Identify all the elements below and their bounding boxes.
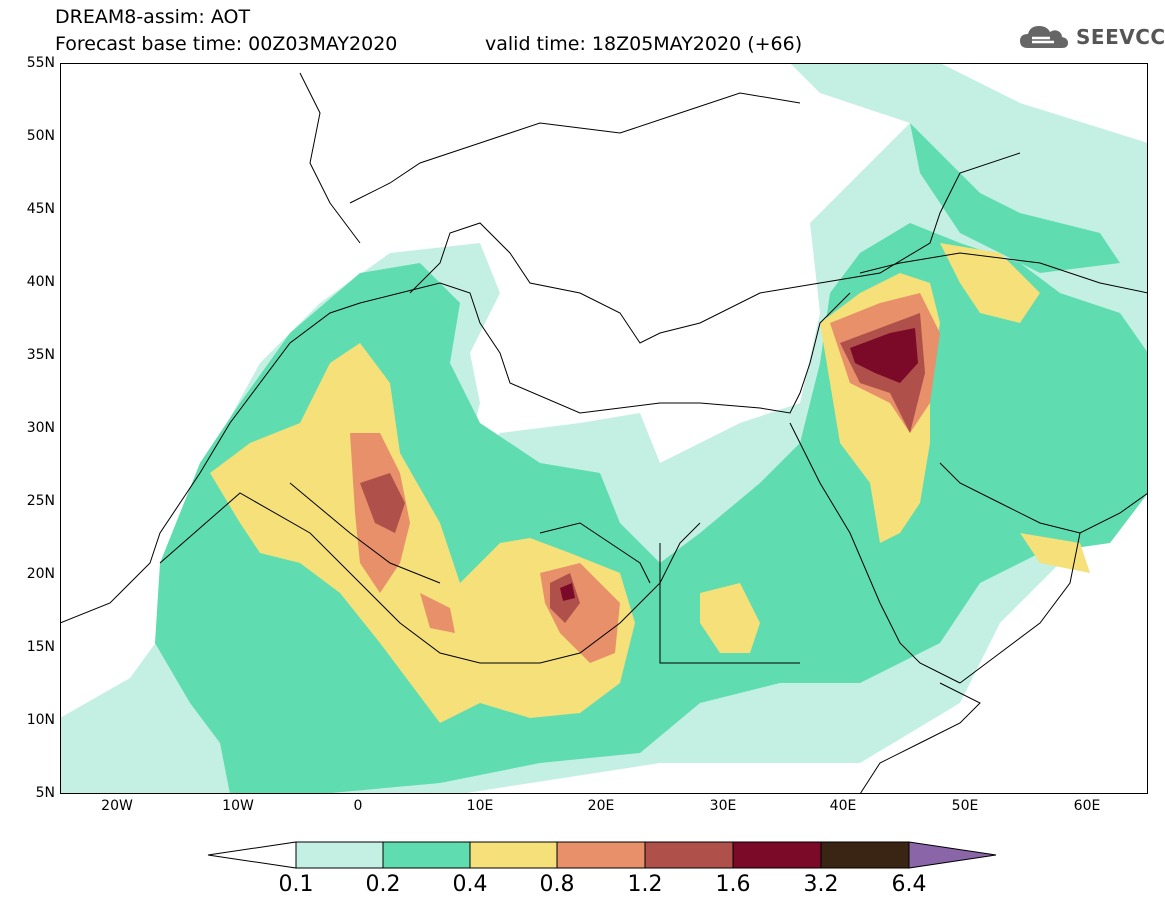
valid-time: valid time: 18Z05MAY2020 (+66) (485, 33, 803, 55)
map-title: DREAM8-assim: AOT (55, 6, 251, 28)
lon-tick: 30E (709, 798, 737, 814)
lon-tick: 20W (101, 798, 133, 814)
lat-tick: 5N (35, 785, 55, 801)
colorbar-swatch (295, 841, 384, 869)
lat-tick: 55N (26, 55, 55, 71)
lon-tick: 60E (1073, 798, 1101, 814)
lat-tick: 35N (26, 347, 55, 363)
lon-tick: 50E (951, 798, 979, 814)
forecast-base-time: Forecast base time: 00Z03MAY2020 (55, 33, 398, 55)
lon-tick: 0 (353, 798, 363, 814)
lat-tick: 50N (26, 128, 55, 144)
lat-tick: 30N (26, 420, 55, 436)
map-canvas (59, 63, 1149, 795)
colorbar-label: 0.2 (365, 872, 401, 897)
aot-map (59, 63, 1149, 795)
colorbar-swatch (820, 841, 910, 869)
colorbar-label: 0.8 (539, 872, 575, 897)
lon-tick: 40E (829, 798, 857, 814)
colorbar-label: 1.2 (627, 872, 663, 897)
colorbar-low-arrow (207, 841, 297, 869)
colorbar-swatch (732, 841, 822, 869)
colorbar-label: 6.4 (891, 872, 927, 897)
colorbar-swatch (644, 841, 734, 869)
colorbar-label: 0.4 (452, 872, 488, 897)
colorbar (207, 841, 997, 869)
lon-tick: 10W (222, 798, 254, 814)
lat-tick: 40N (26, 274, 55, 290)
lat-tick: 10N (26, 712, 55, 728)
brand-text: SEEVCCC (1076, 25, 1165, 49)
lat-tick: 20N (26, 566, 55, 582)
coastlines (59, 72, 1149, 795)
colorbar-label: 0.1 (278, 872, 314, 897)
cloud-icon (1020, 26, 1068, 48)
colorbar-label: 1.6 (715, 872, 751, 897)
colorbar-swatch (382, 841, 471, 869)
lat-tick: 15N (26, 639, 55, 655)
lat-tick: 45N (26, 201, 55, 217)
lon-tick: 20E (587, 798, 615, 814)
colorbar-high-arrow (908, 841, 997, 869)
colorbar-swatch (469, 841, 558, 869)
seevccc-logo: SEEVCCC (1018, 22, 1165, 52)
lat-tick: 25N (26, 493, 55, 509)
lon-tick: 10E (466, 798, 494, 814)
colorbar-label: 3.2 (803, 872, 839, 897)
aot-level-1.6 (560, 328, 918, 601)
colorbar-swatch (556, 841, 646, 869)
